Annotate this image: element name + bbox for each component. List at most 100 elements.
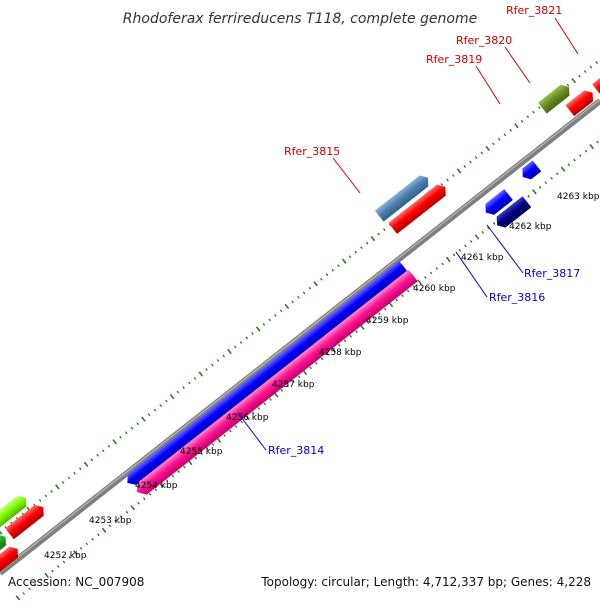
gene-rfer-3815-cds[interactable] [388,181,449,234]
tick-track-outer-tick [222,354,226,358]
tick-track-outer-tick [474,155,478,159]
tick-track-outer-tick [341,258,347,264]
tick-track-inner-tick [154,488,158,492]
gene-rfer-3814-cds[interactable] [123,260,408,488]
tick-track-outer-tick [96,453,99,457]
tick-track-inner [15,140,599,601]
tick-track-inner-tick [492,221,496,225]
gene-label-rfer-3815[interactable]: Rfer_3815 [284,145,340,158]
tick-track-inner-tick [349,334,353,338]
gene-label-rfer-3819[interactable]: Rfer_3819 [426,53,482,66]
tick-track-inner-tick [326,352,330,356]
gene-label-rfer-3814[interactable]: Rfer_3814 [268,444,324,457]
tick-track-inner-tick [130,505,136,511]
tick-track-inner-tick [474,234,480,240]
tick-track-outer-tick [377,232,380,236]
tick-track-inner-tick [424,276,427,279]
tick-labels: 4252 kbp 4253 kbp 4254 kbp 4255 kbp 4256… [44,192,600,561]
tick-track-outer-tick [571,78,577,84]
tick-track-outer-tick [440,183,444,186]
gene-label-rfer-3820[interactable]: Rfer_3820 [456,34,512,47]
accession-text: Accession: NC_007908 [8,575,144,589]
tick-track-outer-tick [169,393,175,400]
cds-partial-red-1[interactable] [0,544,22,573]
tick-track-outer-tick [268,318,271,322]
gene-rfer-3819-cds[interactable] [565,87,596,117]
gene-label-rfer-3816[interactable]: Rfer_3816 [489,291,545,304]
tick-track-inner-tick [79,546,83,550]
gene-rfer-3817-cds[interactable] [518,160,542,182]
tick-track-inner-tick [15,595,21,601]
tick-track-inner-tick [487,226,490,230]
tick-track-outer-tick [284,303,290,309]
tick-label-4263: 4263 kbp [557,192,600,202]
tick-track-inner-tick [114,519,117,523]
tick-track-outer-tick [291,300,294,304]
tick-track-inner-tick [596,140,599,144]
tick-track-inner-tick [211,443,215,446]
tick-track-outer-tick [61,480,65,484]
tick-track-inner-tick [469,240,473,243]
tick-track-outer-tick [566,83,570,87]
cds-partial-red-2[interactable] [5,502,47,540]
gene-rfer-3819-feature[interactable] [538,82,573,114]
tick-track-outer-tick [583,70,587,74]
gene-label-rfer-3821[interactable]: Rfer_3821 [506,4,562,17]
tick-track-outer-tick [451,174,455,177]
tick-track-outer-tick [308,286,312,290]
tick-track-outer-tick [141,416,146,422]
tick-label-4258: 4258 kbp [319,348,362,358]
tick-track-inner-tick [257,407,261,410]
tick-label-4260: 4260 kbp [413,284,456,294]
tick-track-inner-tick [97,533,100,537]
tick-track-inner-tick [234,425,238,428]
gene-rfer-3816-cds[interactable] [493,196,532,231]
tick-track-outer-tick [130,426,134,430]
tick-track-outer-tick [198,371,204,377]
tick-track-outer-tick [193,377,197,380]
gene-rfer-3814-rna[interactable] [133,269,418,498]
tick-track-outer-tick [255,326,261,332]
callout-line-rfer-3817 [486,224,524,274]
tick-label-4252: 4252 kbp [44,551,87,561]
tick-track-inner-tick [101,527,107,533]
tick-track-outer-tick [101,449,105,453]
gene-rfer-3820-cds[interactable] [592,59,600,96]
tick-track-outer-tick [188,381,191,385]
tick-track-outer-tick [0,530,3,535]
tick-track-inner-tick [251,411,255,415]
tick-track-outer-tick [503,133,507,137]
tick-track-inner-tick [538,185,542,189]
tick-track-outer-tick [67,476,71,480]
cds-partial-lime[interactable] [0,493,30,532]
tick-track-outer-tick [262,322,266,326]
tick-track-inner-tick [206,447,209,451]
tick-track-outer-tick [90,458,94,462]
tick-track-inner-tick [22,592,26,595]
tick-track-outer-tick [492,142,495,146]
tick-track-inner-tick [337,343,341,347]
feature-steel-cds[interactable] [374,172,432,222]
tick-track-outer-tick [124,431,128,435]
tick-track-inner-tick [142,497,146,501]
tick-track-inner-tick [584,149,588,153]
map-title: Rhodoferax ferrireducens T118, complete … [123,11,477,27]
tick-track-inner-tick [269,397,272,401]
tick-track-outer-tick [370,236,376,242]
tick-track-outer-tick [383,228,386,232]
tick-track-inner-tick [320,357,324,361]
tick-track-outer-tick [112,439,118,445]
tick-track-inner-tick [228,429,232,433]
tick-track-inner-tick [33,583,37,586]
tick-track-inner-tick [544,181,548,185]
tick-track-outer-tick [354,250,358,254]
tick-track-inner-tick [44,572,50,579]
callout-line-rfer-3819 [475,65,501,105]
tick-track-inner-tick [550,176,553,180]
feature-blue-cds-a[interactable] [481,189,513,218]
tick-track-inner-tick [452,253,456,257]
gene-label-rfer-3817[interactable]: Rfer_3817 [524,267,580,280]
tick-track-outer-tick [325,273,329,277]
